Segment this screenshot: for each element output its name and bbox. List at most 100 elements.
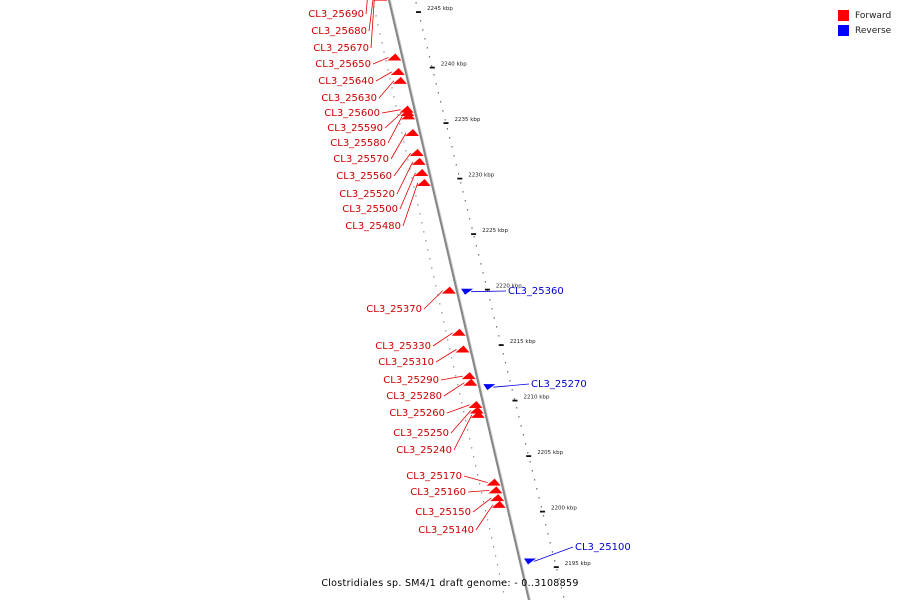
- ruler-dot: [549, 542, 551, 544]
- ruler-dot: [563, 596, 565, 598]
- ruler-dot: [482, 272, 484, 274]
- feature-leader-line: [387, 116, 403, 144]
- feature-label[interactable]: CL3_25560: [336, 171, 392, 182]
- feature-leader-line: [471, 290, 507, 293]
- feature-leader-line: [533, 546, 574, 562]
- guide-dot: [435, 285, 437, 287]
- ruler-dot: [525, 443, 527, 445]
- feature-label[interactable]: CL3_25590: [327, 123, 383, 134]
- ruler-dot: [464, 200, 466, 202]
- ruler-dot: [415, 2, 417, 4]
- feature-label[interactable]: CL3_25150: [415, 507, 471, 518]
- ruler-dot: [518, 416, 520, 418]
- feature-label[interactable]: CL3_25570: [333, 154, 389, 165]
- feature-label[interactable]: CL3_25280: [386, 391, 442, 402]
- feature-label[interactable]: CL3_25670: [313, 43, 369, 54]
- ruler-dot: [545, 524, 547, 526]
- ruler-tick-label: 2205 kbp: [537, 450, 563, 456]
- ruler-dot: [435, 83, 437, 85]
- feature-label[interactable]: CL3_25330: [375, 341, 431, 352]
- guide-dot: [481, 492, 483, 494]
- feature-label[interactable]: CL3_25310: [378, 357, 434, 368]
- ruler-tick: [540, 510, 545, 513]
- ruler-dot: [484, 281, 486, 283]
- forward-feature-glyph: [400, 109, 415, 117]
- forward-feature-glyph: [491, 500, 506, 508]
- forward-feature-glyph: [488, 486, 503, 494]
- ruler-dot: [462, 191, 464, 193]
- ruler-tick: [416, 11, 421, 13]
- feature-label[interactable]: CL3_25250: [393, 428, 449, 439]
- feature-label[interactable]: CL3_25170: [406, 471, 462, 482]
- feature-label[interactable]: CL3_25580: [330, 138, 386, 149]
- ruler-dot: [471, 227, 473, 229]
- feature-leader-line: [463, 475, 488, 483]
- feature-label[interactable]: CL3_25680: [311, 26, 367, 37]
- ruler-dot: [449, 137, 451, 139]
- ruler-tick-label: 2215 kbp: [510, 339, 536, 345]
- forward-feature-glyph: [405, 128, 420, 136]
- feature-label[interactable]: CL3_25100: [575, 542, 631, 553]
- feature-leader-line: [370, 0, 375, 49]
- guide-dot: [457, 384, 459, 386]
- feature-leader-line: [372, 57, 389, 65]
- feature-label[interactable]: CL3_25640: [318, 76, 374, 87]
- feature-label[interactable]: CL3_25270: [531, 379, 587, 390]
- guide-dot: [451, 357, 453, 359]
- ruler-tick: [484, 288, 490, 291]
- forward-feature-glyph: [490, 494, 505, 502]
- ruler-dot: [531, 470, 533, 472]
- ruler-dot: [489, 299, 491, 301]
- feature-label[interactable]: CL3_25360: [508, 286, 564, 297]
- ruler-tick: [443, 122, 449, 124]
- ruler-dot: [453, 155, 455, 157]
- feature-label[interactable]: CL3_25290: [383, 375, 439, 386]
- feature-label[interactable]: CL3_25520: [339, 189, 395, 200]
- ruler-tick: [429, 66, 435, 69]
- guide-dot: [475, 465, 477, 467]
- forward-feature-glyph: [461, 372, 476, 380]
- ruler-dot: [511, 389, 513, 391]
- forward-feature-glyph: [441, 286, 456, 294]
- feature-label[interactable]: CL3_25600: [324, 108, 380, 119]
- feature-label[interactable]: CL3_25260: [389, 408, 445, 419]
- ruler-tick: [457, 177, 463, 180]
- guide-dot: [463, 411, 465, 413]
- feature-leader-line: [475, 504, 494, 531]
- forward-feature-glyph: [390, 67, 405, 75]
- ruler-dot: [420, 20, 422, 22]
- feature-label[interactable]: CL3_25240: [396, 445, 452, 456]
- ruler-dot: [527, 452, 529, 454]
- ruler-tick-label: 2225 kbp: [482, 228, 508, 234]
- guide-dot: [496, 564, 499, 566]
- guide-dot: [423, 231, 425, 233]
- feature-label[interactable]: CL3_25480: [345, 221, 401, 232]
- feature-track: [373, 0, 537, 565]
- feature-leader-line: [375, 71, 392, 82]
- feature-label[interactable]: CL3_25690: [308, 9, 364, 20]
- guide-dot: [447, 339, 449, 341]
- feature-label[interactable]: CL3_25160: [410, 487, 466, 498]
- ruler-dot: [504, 362, 507, 364]
- feature-leader-line: [393, 152, 412, 177]
- forward-feature-glyph: [401, 112, 416, 120]
- feature-label[interactable]: CL3_25500: [342, 204, 398, 215]
- feature-label[interactable]: CL3_25370: [366, 304, 422, 315]
- guide-dot: [427, 249, 429, 251]
- feature-label[interactable]: CL3_25140: [418, 525, 474, 536]
- feature-leader-line: [467, 490, 490, 493]
- ruler-dot: [487, 290, 489, 292]
- guide-dot: [383, 51, 385, 53]
- forward-feature-glyph: [451, 328, 466, 336]
- guide-dot: [441, 312, 443, 314]
- ruler-tick-label: 2245 kbp: [427, 6, 453, 12]
- forward-feature-glyph: [469, 406, 484, 414]
- legend-label-reverse: Reverse: [855, 25, 892, 36]
- feature-label[interactable]: CL3_25630: [321, 93, 377, 104]
- feature-label[interactable]: CL3_25650: [315, 59, 371, 70]
- ruler-dot: [460, 182, 462, 184]
- feature-leader-line: [432, 332, 453, 347]
- feature-leader-line: [368, 0, 374, 32]
- feature-leader-line: [390, 132, 407, 160]
- feature-leader-line: [384, 112, 402, 129]
